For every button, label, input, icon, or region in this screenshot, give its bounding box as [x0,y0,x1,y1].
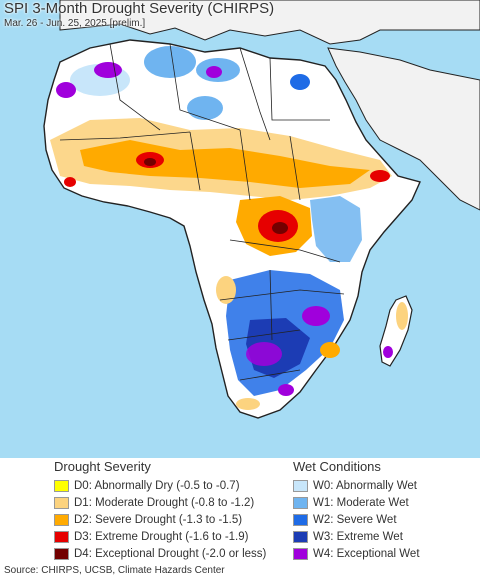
legend-swatch [54,513,69,526]
legend-item-w3: W3: Extreme Wet [293,528,420,545]
madagascar-exceptional-wet [383,346,393,358]
southern-exceptional-wet [302,306,330,326]
sahara-wet-patch [144,46,196,78]
legend-item-w4: W4: Exceptional Wet [293,545,420,562]
south-coast-drought [236,398,260,410]
legend-label: D2: Severe Drought (-1.3 to -1.5) [74,513,243,526]
sahara-wet-patch [290,74,310,90]
country-borders [59,43,345,381]
extreme-drought-area [64,177,76,187]
extreme-drought-area [370,170,390,182]
legend-swatch [54,496,69,509]
central-exceptional-drought [272,222,288,234]
map-title: SPI 3-Month Drought Severity (CHIRPS) [4,0,275,17]
title-block: SPI 3-Month Drought Severity (CHIRPS) Ma… [4,0,274,30]
legend-label: W2: Severe Wet [313,513,397,526]
legend-item-w1: W1: Moderate Wet [293,494,420,511]
legend-item-d3: D3: Extreme Drought (-1.6 to -1.9) [54,528,266,545]
legend-label: D3: Extreme Drought (-1.6 to -1.9) [74,530,249,543]
sahara-exceptional-wet [56,82,76,98]
legend-label: W1: Moderate Wet [313,496,409,509]
legend-item-w0: W0: Abnormally Wet [293,477,420,494]
wet-legend: Wet Conditions W0: Abnormally Wet W1: Mo… [293,458,420,562]
east-africa-wet [310,196,362,262]
drought-legend: Drought Severity D0: Abnormally Dry (-0.… [54,458,266,562]
legend-swatch [54,479,69,492]
legend-swatch [293,479,308,492]
legend-item-d4: D4: Exceptional Drought (-2.0 or less) [54,545,266,562]
legend-swatch [54,547,69,560]
legend-swatch [54,530,69,543]
map-panel: SPI 3-Month Drought Severity (CHIRPS) Ma… [0,0,480,458]
sahara-wet-patch [187,96,223,120]
madagascar-drought [396,302,408,330]
legend-item-d1: D1: Moderate Drought (-0.8 to -1.2) [54,494,266,511]
legend-swatch [293,513,308,526]
legend-item-d2: D2: Severe Drought (-1.3 to -1.5) [54,511,266,528]
wet-legend-heading: Wet Conditions [293,459,381,474]
sahara-exceptional-wet [206,66,222,78]
sahara-exceptional-wet [94,62,122,78]
legend: Drought Severity D0: Abnormally Dry (-0.… [0,458,480,562]
legend-item-w2: W2: Severe Wet [293,511,420,528]
legend-swatch [293,530,308,543]
legend-label: D4: Exceptional Drought (-2.0 or less) [74,547,267,560]
legend-label: D0: Abnormally Dry (-0.5 to -0.7) [74,479,240,492]
source-credit: Source: CHIRPS, UCSB, Climate Hazards Ce… [4,565,225,576]
legend-label: W4: Exceptional Wet [313,547,420,560]
legend-item-d0: D0: Abnormally Dry (-0.5 to -0.7) [54,477,266,494]
legend-swatch [293,547,308,560]
africa-map [43,0,480,419]
sahel-severe-drought [80,140,370,188]
legend-swatch [293,496,308,509]
legend-label: W0: Abnormally Wet [313,479,417,492]
middle-east-landmass [327,47,480,211]
legend-label: D1: Moderate Drought (-0.8 to -1.2) [74,496,255,509]
drought-legend-heading: Drought Severity [54,459,151,474]
map-subtitle: Mar. 26 - Jun. 25, 2025 [prelim.] [4,18,146,29]
southern-exceptional-wet [278,384,294,396]
southern-exceptional-wet [246,342,282,366]
exceptional-drought-area [144,158,156,166]
europe-landmass [59,0,480,45]
angola-drought [216,276,236,304]
southeast-drought [320,342,340,358]
legend-label: W3: Extreme Wet [313,530,403,543]
